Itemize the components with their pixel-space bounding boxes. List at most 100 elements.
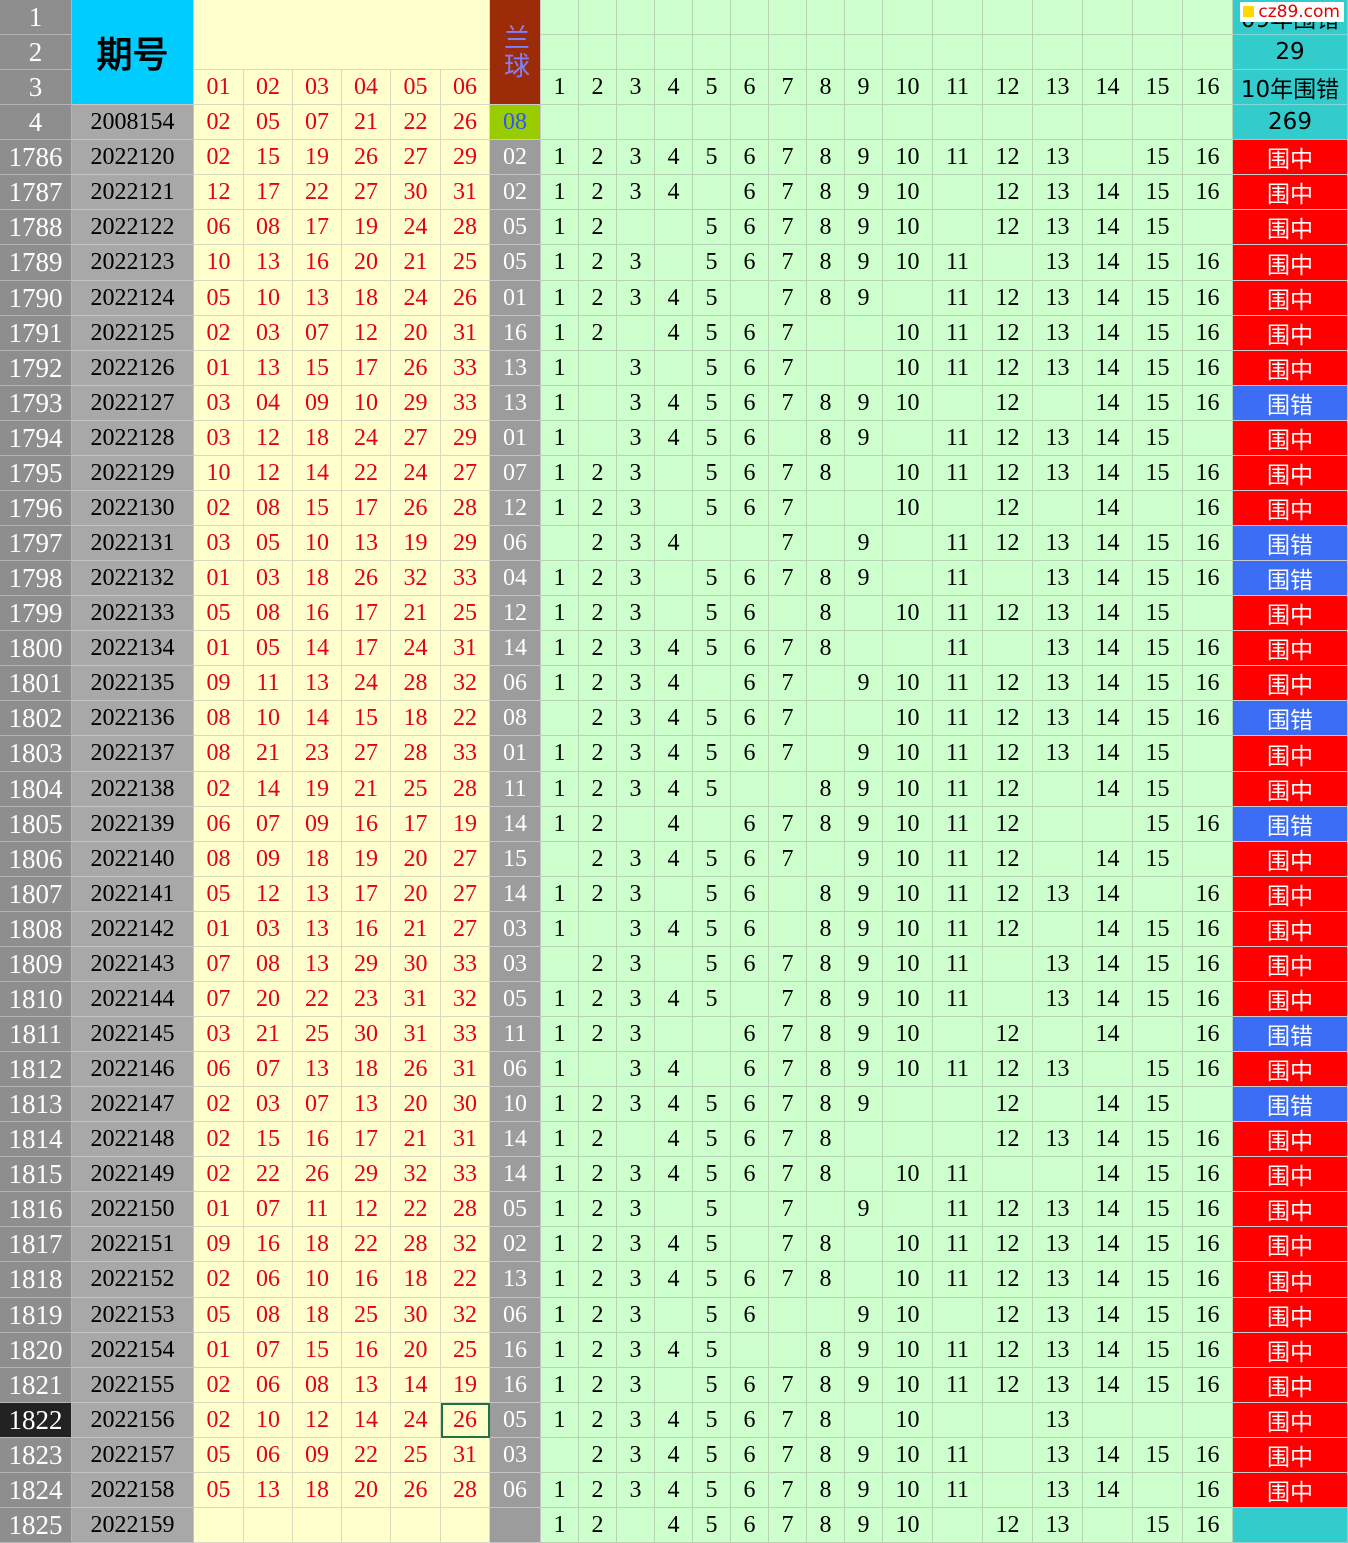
num-cell: 14 bbox=[1083, 982, 1133, 1017]
result: 围中 bbox=[1233, 1298, 1348, 1333]
num-cell: 16 bbox=[1183, 386, 1233, 421]
blue-number: 13 bbox=[490, 1262, 541, 1298]
num-cell: 6 bbox=[731, 421, 769, 456]
num-cell: 13 bbox=[1033, 456, 1083, 491]
num-cell: 5 bbox=[693, 1087, 731, 1122]
red-number: 18 bbox=[342, 1052, 391, 1087]
num-label: 10 bbox=[883, 70, 933, 105]
num-cell: 4 bbox=[655, 772, 693, 807]
num-cell: 7 bbox=[769, 1087, 807, 1122]
num-cell bbox=[883, 281, 933, 316]
red-number: 26 bbox=[391, 491, 441, 526]
num-cell: 12 bbox=[983, 386, 1033, 421]
red-number: 22 bbox=[342, 1438, 391, 1473]
num-blank bbox=[1183, 105, 1233, 140]
result: 围中 bbox=[1233, 1473, 1348, 1508]
num-cell bbox=[693, 807, 731, 842]
num-cell bbox=[655, 877, 693, 912]
num-cell bbox=[983, 1438, 1033, 1473]
num-cell: 11 bbox=[933, 1192, 983, 1227]
period: 2022156 bbox=[72, 1403, 194, 1438]
num-cell: 3 bbox=[617, 1227, 655, 1262]
num-blank bbox=[655, 0, 693, 35]
num-cell: 5 bbox=[693, 1368, 731, 1403]
num-cell: 16 bbox=[1183, 1192, 1233, 1227]
num-cell: 4 bbox=[655, 281, 693, 316]
num-cell bbox=[883, 1087, 933, 1122]
red-number: 01 bbox=[194, 912, 244, 947]
red-number: 03 bbox=[244, 561, 293, 596]
red-number: 28 bbox=[441, 491, 490, 526]
num-cell: 16 bbox=[1183, 1298, 1233, 1333]
num-cell: 13 bbox=[1033, 982, 1083, 1017]
num-cell: 13 bbox=[1033, 1368, 1083, 1403]
blue-number: 08 bbox=[490, 105, 541, 140]
num-cell: 13 bbox=[1033, 1122, 1083, 1157]
num-blank bbox=[983, 0, 1033, 35]
row-number: 1795 bbox=[0, 456, 72, 491]
period: 2022135 bbox=[72, 666, 194, 701]
row-number: 1 bbox=[0, 0, 72, 35]
num-cell: 12 bbox=[983, 596, 1033, 631]
num-cell: 2 bbox=[579, 1262, 617, 1298]
num-cell: 7 bbox=[769, 1403, 807, 1438]
red-number: 27 bbox=[391, 421, 441, 456]
num-cell: 8 bbox=[807, 1333, 845, 1368]
num-cell: 16 bbox=[1183, 1157, 1233, 1192]
red-number: 10 bbox=[244, 1403, 293, 1438]
num-cell bbox=[845, 1262, 883, 1298]
num-cell bbox=[1033, 386, 1083, 421]
num-cell: 4 bbox=[655, 1333, 693, 1368]
red-number: 05 bbox=[194, 1438, 244, 1473]
num-cell: 10 bbox=[883, 1298, 933, 1333]
num-blank bbox=[1033, 105, 1083, 140]
num-cell: 5 bbox=[693, 1227, 731, 1262]
period: 2022122 bbox=[72, 210, 194, 245]
num-cell: 7 bbox=[769, 666, 807, 701]
num-blank bbox=[769, 35, 807, 70]
num-cell bbox=[655, 1192, 693, 1227]
num-cell: 10 bbox=[883, 1403, 933, 1438]
red-number: 10 bbox=[194, 456, 244, 491]
num-cell: 9 bbox=[845, 736, 883, 772]
num-cell: 2 bbox=[579, 807, 617, 842]
num-cell: 5 bbox=[693, 912, 731, 947]
num-cell: 5 bbox=[693, 140, 731, 175]
num-cell: 7 bbox=[769, 807, 807, 842]
num-blank bbox=[807, 0, 845, 35]
num-cell: 4 bbox=[655, 912, 693, 947]
num-cell: 11 bbox=[933, 1438, 983, 1473]
num-cell: 6 bbox=[731, 175, 769, 210]
num-cell: 6 bbox=[731, 1122, 769, 1157]
result: 围中 bbox=[1233, 1262, 1348, 1298]
num-cell: 12 bbox=[983, 1508, 1033, 1543]
num-cell: 6 bbox=[731, 736, 769, 772]
red-number: 32 bbox=[391, 1157, 441, 1192]
num-cell bbox=[1083, 140, 1133, 175]
num-cell: 9 bbox=[845, 1052, 883, 1087]
red-number: 12 bbox=[342, 1192, 391, 1227]
row-number: 1803 bbox=[0, 736, 72, 772]
num-cell bbox=[541, 701, 579, 736]
red-number: 17 bbox=[342, 491, 391, 526]
num-blank bbox=[617, 105, 655, 140]
num-cell: 14 bbox=[1083, 245, 1133, 281]
num-cell: 8 bbox=[807, 1227, 845, 1262]
red-number: 18 bbox=[293, 1227, 342, 1262]
result: 围中 bbox=[1233, 1227, 1348, 1262]
num-cell: 14 bbox=[1083, 1368, 1133, 1403]
num-cell bbox=[541, 1438, 579, 1473]
num-cell: 2 bbox=[579, 1508, 617, 1543]
num-cell: 15 bbox=[1133, 1333, 1183, 1368]
num-cell: 10 bbox=[883, 701, 933, 736]
num-blank bbox=[1083, 35, 1133, 70]
num-cell: 13 bbox=[1033, 175, 1083, 210]
red-number: 01 bbox=[194, 561, 244, 596]
num-cell: 8 bbox=[807, 175, 845, 210]
num-cell: 2 bbox=[579, 526, 617, 561]
red-number: 23 bbox=[342, 982, 391, 1017]
num-cell: 11 bbox=[933, 351, 983, 386]
red-number: 27 bbox=[441, 842, 490, 877]
num-cell: 2 bbox=[579, 316, 617, 351]
